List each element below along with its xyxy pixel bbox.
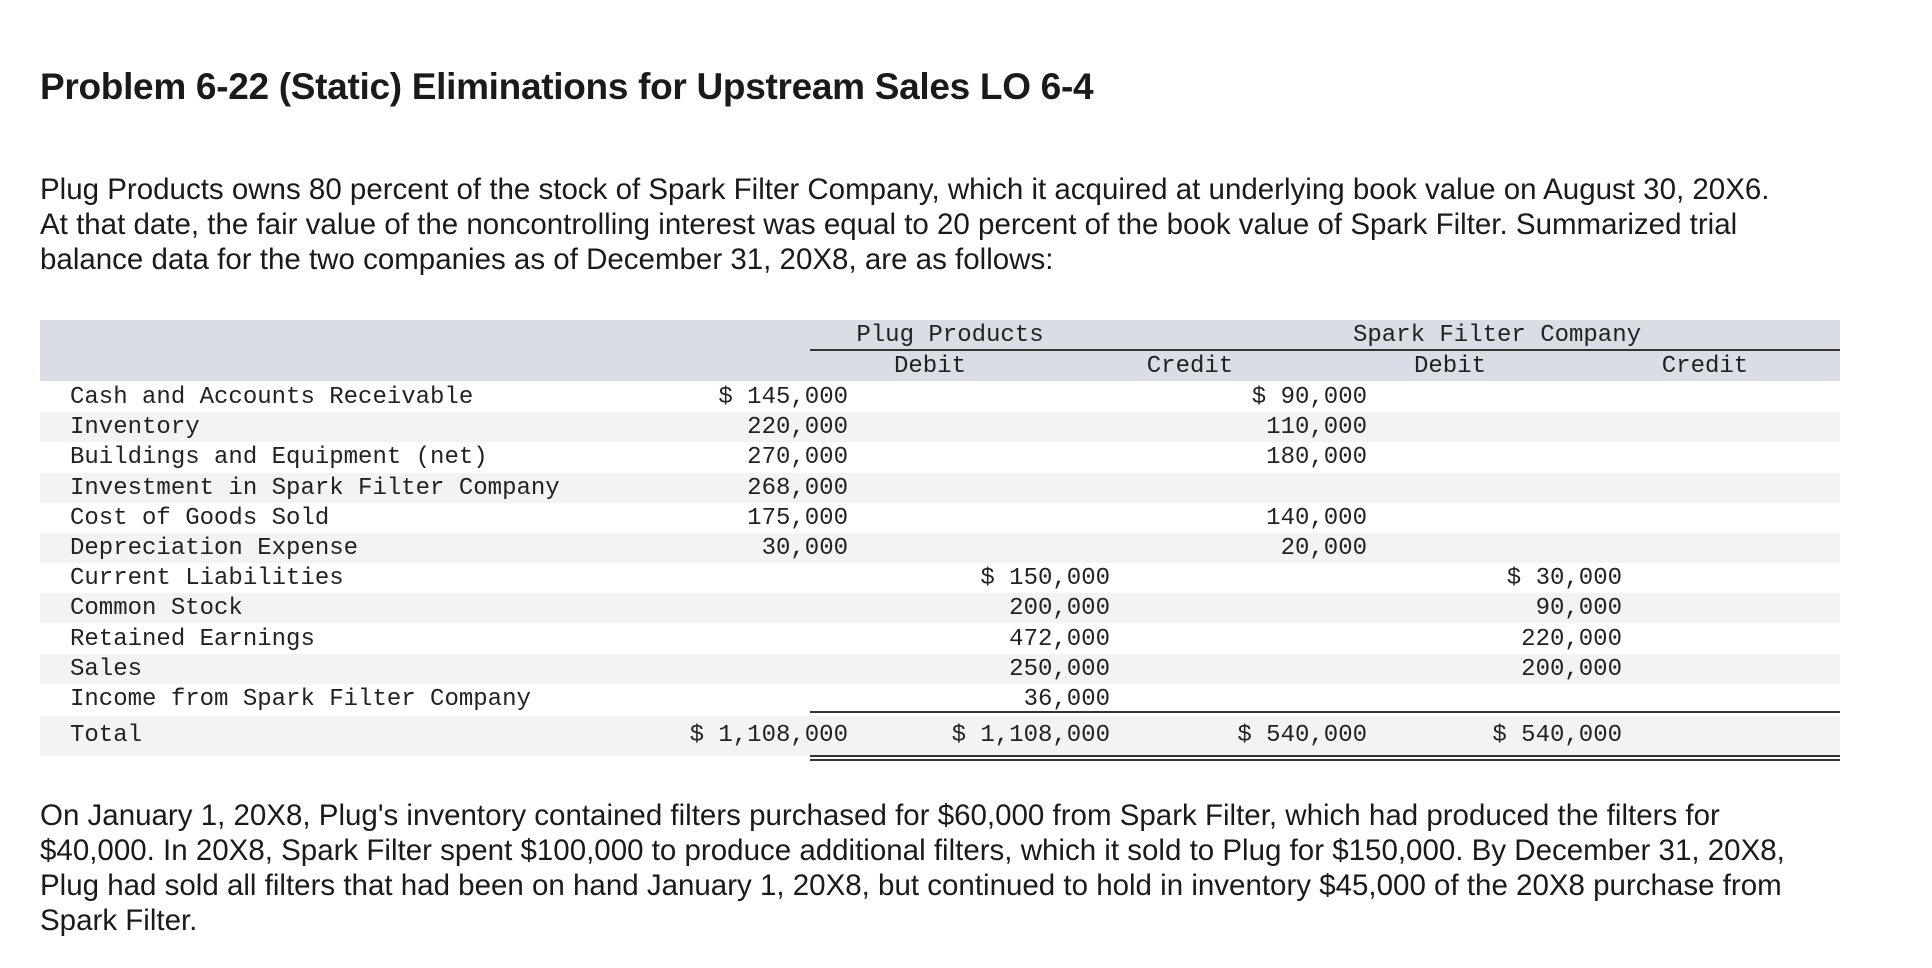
row-label: Common Stock bbox=[70, 595, 243, 623]
total-value: $ 540,000 bbox=[1492, 722, 1622, 749]
subhead-plug-debit: Debit bbox=[893, 353, 966, 380]
total-top-rule bbox=[810, 711, 1840, 713]
total-value: $ 1,108,000 bbox=[689, 722, 848, 749]
total-row bbox=[40, 716, 1840, 756]
row-value: 220,000 bbox=[1521, 625, 1622, 653]
intro-line: At that date, the fair value of the nonc… bbox=[40, 208, 1738, 241]
table-row bbox=[40, 533, 1840, 563]
total-value: $ 1,108,000 bbox=[951, 722, 1110, 749]
row-label: Investment in Spark Filter Company bbox=[70, 474, 560, 502]
row-label: Buildings and Equipment (net) bbox=[70, 444, 488, 472]
row-label: Current Liabilities bbox=[70, 565, 344, 593]
total-double-rule-upper bbox=[810, 755, 1840, 757]
outro-line: Plug had sold all filters that had been … bbox=[40, 869, 1782, 902]
intro-line: balance data for the two companies as of… bbox=[40, 243, 1054, 276]
outro-line: Spark Filter. bbox=[40, 904, 198, 937]
total-value: $ 540,000 bbox=[1237, 722, 1367, 749]
page-title: Problem 6-22 (Static) Eliminations for U… bbox=[40, 66, 1094, 107]
subhead-spark-debit: Debit bbox=[1413, 353, 1486, 380]
row-value: $ 30,000 bbox=[1506, 565, 1622, 593]
row-value: 200,000 bbox=[1521, 655, 1622, 683]
table-row bbox=[40, 593, 1840, 624]
row-value: $ 90,000 bbox=[1251, 384, 1367, 411]
row-value: $ 145,000 bbox=[718, 384, 848, 411]
subhead-spark-credit: Credit bbox=[1661, 353, 1749, 380]
total-label: Total bbox=[70, 722, 143, 749]
row-label: Sales bbox=[70, 655, 143, 683]
row-label: Cost of Goods Sold bbox=[70, 504, 330, 532]
table-row bbox=[40, 412, 1840, 443]
row-value: 250,000 bbox=[1009, 655, 1110, 683]
row-value: 90,000 bbox=[1535, 595, 1622, 623]
row-value: 140,000 bbox=[1266, 504, 1367, 532]
group-underline bbox=[810, 349, 1840, 351]
group-header-plug: Plug Products bbox=[856, 322, 1044, 349]
group-header-spark: Spark Filter Company bbox=[1352, 322, 1642, 349]
intro-line: Plug Products owns 80 percent of the sto… bbox=[40, 173, 1770, 206]
intro-paragraph: Plug Products owns 80 percent of the sto… bbox=[40, 172, 1920, 277]
outro-paragraph: On January 1, 20X8, Plug's inventory con… bbox=[40, 798, 1920, 938]
row-value: 268,000 bbox=[747, 474, 848, 502]
row-value: 200,000 bbox=[1009, 595, 1110, 623]
row-label: Inventory bbox=[70, 414, 200, 442]
row-value: 175,000 bbox=[747, 504, 848, 532]
row-value: 110,000 bbox=[1266, 414, 1367, 442]
row-value: 36,000 bbox=[1023, 686, 1110, 713]
total-double-rule-lower bbox=[810, 759, 1840, 761]
row-label: Retained Earnings bbox=[70, 625, 315, 653]
row-label: Income from Spark Filter Company bbox=[70, 686, 531, 713]
row-value: 220,000 bbox=[747, 414, 848, 442]
row-value: 472,000 bbox=[1009, 625, 1110, 653]
row-value: $ 150,000 bbox=[980, 565, 1110, 593]
subhead-plug-credit: Credit bbox=[1146, 353, 1234, 380]
row-value: 270,000 bbox=[747, 444, 848, 472]
row-label: Cash and Accounts Receivable bbox=[70, 384, 474, 411]
row-value: 30,000 bbox=[761, 535, 848, 562]
table-row bbox=[40, 472, 1840, 503]
row-value: 180,000 bbox=[1266, 444, 1367, 472]
row-label: Depreciation Expense bbox=[70, 535, 359, 562]
row-value: 20,000 bbox=[1280, 535, 1367, 562]
outro-line: On January 1, 20X8, Plug's inventory con… bbox=[40, 799, 1720, 832]
outro-line: $40,000. In 20X8, Spark Filter spent $10… bbox=[40, 834, 1785, 867]
table-row bbox=[40, 653, 1840, 684]
trial-balance-table: Plug Products Spark Filter Company Debit… bbox=[40, 320, 1840, 762]
